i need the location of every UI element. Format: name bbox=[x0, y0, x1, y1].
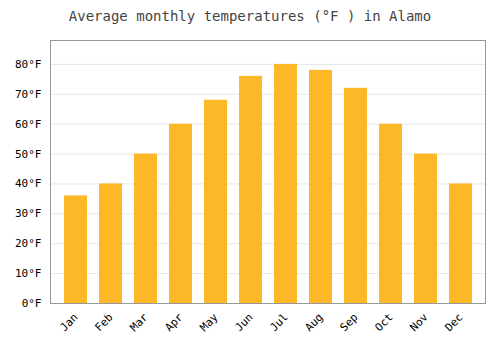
svg-text:20°F: 20°F bbox=[15, 237, 42, 250]
svg-text:Aug: Aug bbox=[302, 311, 325, 334]
svg-text:Dec: Dec bbox=[442, 311, 465, 334]
svg-text:60°F: 60°F bbox=[15, 118, 42, 131]
svg-text:Nov: Nov bbox=[407, 310, 431, 334]
svg-text:10°F: 10°F bbox=[15, 267, 42, 280]
svg-text:Jul: Jul bbox=[267, 311, 290, 334]
svg-text:50°F: 50°F bbox=[15, 148, 42, 161]
svg-text:Sep: Sep bbox=[337, 311, 360, 334]
svg-text:70°F: 70°F bbox=[15, 88, 42, 101]
svg-text:Jun: Jun bbox=[232, 311, 255, 334]
svg-text:Feb: Feb bbox=[92, 311, 115, 334]
svg-text:Oct: Oct bbox=[372, 311, 395, 334]
svg-text:40°F: 40°F bbox=[15, 177, 42, 190]
html-text:Average monthly temperatures (: Average monthly temperatures (°F ) in Al… bbox=[68, 8, 432, 24]
svg-text:30°F: 30°F bbox=[15, 207, 42, 220]
svg-text:Mar: Mar bbox=[127, 310, 151, 334]
svg-text:Apr: Apr bbox=[162, 310, 186, 334]
svg-text:80°F: 80°F bbox=[15, 58, 42, 71]
svg-text:0°F: 0°F bbox=[22, 297, 42, 310]
svg-text:May: May bbox=[197, 310, 221, 334]
svg-text:Jan: Jan bbox=[57, 311, 80, 334]
